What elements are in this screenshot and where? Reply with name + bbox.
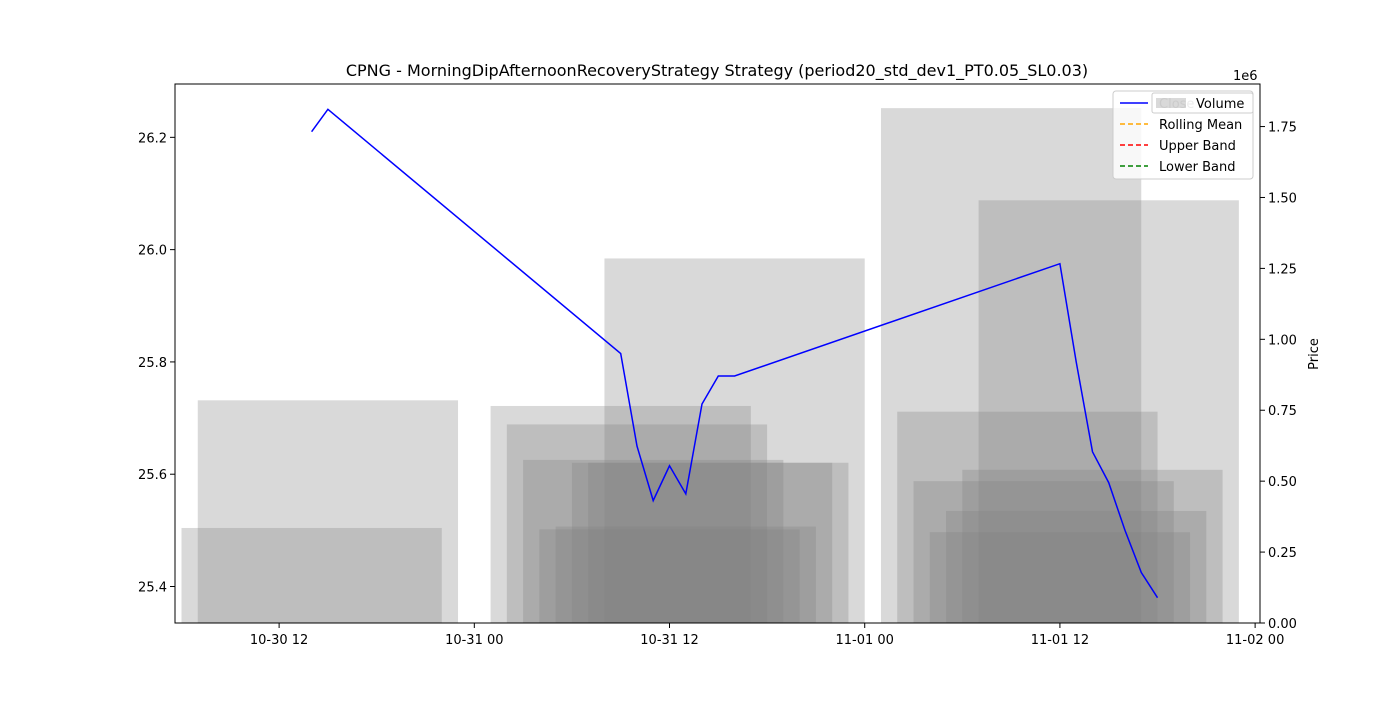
x-tick-label: 10-30 12 (250, 633, 308, 648)
y-tick-label: 25.8 (138, 356, 167, 371)
volume-bar (588, 462, 849, 623)
chart-title: CPNG - MorningDipAfternoonRecoveryStrate… (346, 61, 1088, 81)
legend-volume-swatch (1156, 98, 1186, 108)
y2-tick-label: 0.25 (1268, 546, 1297, 561)
volume-bar (604, 258, 865, 623)
y-tick-label: 25.4 (138, 581, 167, 596)
y2-tick-label: 0.50 (1268, 475, 1297, 490)
volume-bar (523, 459, 784, 623)
y-tick-label: 26.0 (138, 244, 167, 259)
legend-volume-frame (1151, 92, 1254, 114)
y2-tick-label: 1.00 (1268, 333, 1297, 348)
x-axis: 10-30 12 10-31 00 10-31 12 11-01 00 11-01 12… (250, 623, 1284, 648)
legend-label: Upper Band (1159, 139, 1236, 154)
plot-frame (174, 83, 1261, 624)
legend-label: Lower Band (1159, 160, 1235, 175)
volume-bar (571, 462, 833, 623)
volume-bar (962, 469, 1223, 623)
x-tick-label: 11-02 00 (1226, 633, 1284, 648)
legend-volume-label: Volume (1196, 97, 1244, 112)
y-axis-left: 25.4 25.6 25.8 26.0 26.2 (138, 131, 175, 596)
x-tick-label: 11-01 12 (1031, 633, 1089, 648)
x-tick-label: 10-31 12 (640, 633, 698, 648)
volume-bar (978, 200, 1239, 623)
y-axis-right: 0.00 0.25 0.50 0.75 1.00 1.25 1.50 1.75 (1260, 121, 1297, 632)
volume-bar (897, 411, 1158, 623)
y2-axis-label: Price (1307, 338, 1322, 370)
legend-label: Rolling Mean (1159, 118, 1242, 133)
close-line (310, 108, 1159, 599)
volume-bar (506, 424, 768, 623)
volume-bar (555, 526, 816, 623)
y2-tick-label: 0.00 (1268, 617, 1297, 632)
x-tick-label: 10-31 00 (445, 633, 503, 648)
y2-tick-label: 1.25 (1268, 262, 1297, 277)
y2-tick-label: 0.75 (1268, 404, 1297, 419)
y-tick-label: 26.2 (138, 131, 167, 146)
y-tick-label: 25.6 (138, 468, 167, 483)
volume-bar (946, 510, 1207, 623)
volume-bar (197, 400, 459, 623)
volume-bars (181, 108, 1239, 623)
volume-bar (539, 529, 800, 623)
volume-bar (880, 108, 1142, 623)
y2-tick-label: 1.75 (1268, 121, 1297, 136)
volume-bar (181, 527, 442, 623)
volume-bar (490, 405, 751, 623)
y2-tick-label: 1.50 (1268, 191, 1297, 206)
y2-offset-text: 1e6 (1233, 69, 1258, 84)
volume-bar (913, 481, 1174, 623)
close-series-line (310, 108, 1159, 599)
volume-bar (929, 532, 1191, 623)
x-tick-label: 11-01 00 (835, 633, 893, 648)
